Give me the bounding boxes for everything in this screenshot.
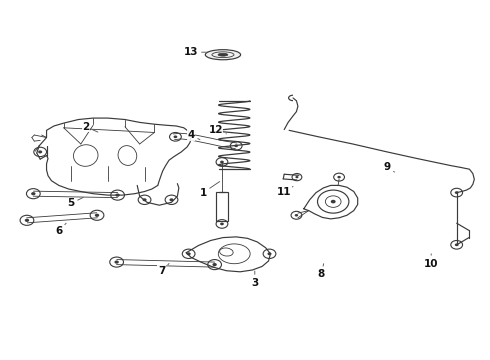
Ellipse shape xyxy=(205,50,241,60)
Circle shape xyxy=(220,222,224,225)
Circle shape xyxy=(220,161,224,163)
Circle shape xyxy=(455,243,459,246)
Circle shape xyxy=(143,198,147,201)
Circle shape xyxy=(173,135,177,138)
Text: 13: 13 xyxy=(184,47,208,57)
Circle shape xyxy=(115,261,119,264)
Circle shape xyxy=(25,219,29,222)
Circle shape xyxy=(38,150,42,153)
Text: 4: 4 xyxy=(187,130,200,140)
Text: 7: 7 xyxy=(158,264,169,276)
Circle shape xyxy=(337,176,341,179)
Circle shape xyxy=(268,252,271,255)
Circle shape xyxy=(455,191,459,194)
Circle shape xyxy=(31,192,35,195)
Text: 8: 8 xyxy=(318,264,324,279)
Text: 5: 5 xyxy=(68,197,83,208)
Circle shape xyxy=(170,198,173,201)
Circle shape xyxy=(295,176,298,178)
Text: 12: 12 xyxy=(208,125,226,135)
Circle shape xyxy=(234,144,238,147)
Text: 1: 1 xyxy=(200,181,220,198)
Text: 10: 10 xyxy=(424,254,439,269)
Circle shape xyxy=(213,263,217,266)
Circle shape xyxy=(95,214,99,217)
Circle shape xyxy=(116,194,120,197)
Bar xyxy=(216,192,228,221)
Text: 3: 3 xyxy=(251,271,258,288)
Circle shape xyxy=(187,252,191,255)
Text: 2: 2 xyxy=(82,122,98,132)
Text: 6: 6 xyxy=(55,223,66,236)
Circle shape xyxy=(331,200,336,203)
Text: 11: 11 xyxy=(277,186,293,197)
Ellipse shape xyxy=(218,53,228,56)
Circle shape xyxy=(294,214,298,217)
Text: 9: 9 xyxy=(384,162,394,172)
